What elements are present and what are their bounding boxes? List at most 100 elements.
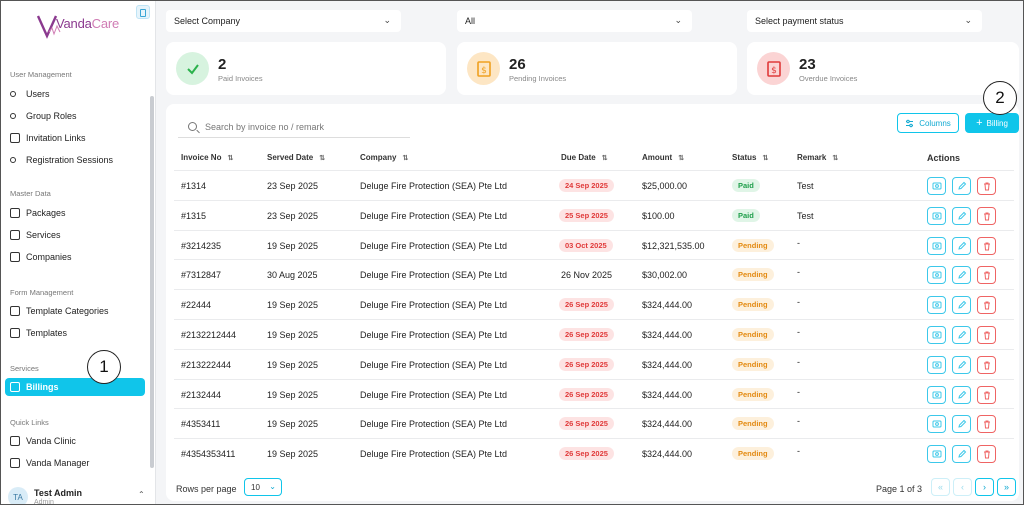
overdue-invoices-card: $ 23 Overdue Invoices: [747, 42, 1019, 95]
edit-icon[interactable]: [952, 236, 971, 255]
sort-icon[interactable]: ⇅: [227, 155, 234, 162]
view-icon[interactable]: [927, 177, 946, 195]
delete-icon[interactable]: [977, 326, 996, 344]
sort-icon[interactable]: ⇅: [402, 155, 409, 162]
sidebar-item-vanda-manager[interactable]: Vanda Manager: [5, 454, 145, 472]
column-header-status[interactable]: Status ⇅: [732, 153, 768, 162]
sidebar-item-users[interactable]: Users: [5, 85, 145, 103]
delete-icon[interactable]: [977, 177, 996, 195]
sidebar-item-invitation-links[interactable]: Invitation Links: [5, 129, 145, 147]
sidebar-section-label: Master Data: [10, 189, 51, 198]
sidebar-item-companies[interactable]: Companies: [5, 248, 145, 266]
sidebar-scrollbar[interactable]: [150, 96, 154, 468]
company-cell: Deluge Fire Protection (SEA) Pte Ltd: [360, 330, 508, 340]
delete-icon[interactable]: [977, 385, 996, 404]
edit-icon[interactable]: [952, 415, 971, 434]
company-filter-select[interactable]: Select Company ⌄: [166, 10, 401, 32]
table-row[interactable]: #4354353411 19 Sep 2025 Deluge Fire Protec…: [174, 438, 1014, 468]
add-billing-button[interactable]: + Billing: [965, 113, 1019, 133]
due-date-badge: 26 Sep 2025: [559, 387, 614, 401]
delete-icon[interactable]: [977, 206, 996, 225]
table-row[interactable]: #22444 19 Sep 2025 Deluge Fire Protection …: [174, 289, 1014, 319]
sort-icon[interactable]: ⇅: [832, 155, 839, 162]
pending-invoices-card: $ 26 Pending Invoices: [457, 42, 737, 95]
status-badge: Paid: [732, 208, 760, 222]
columns-button[interactable]: Columns: [897, 113, 959, 133]
invoice-no-cell: #4353411: [181, 419, 221, 430]
table-row[interactable]: #3214235 19 Sep 2025 Deluge Fire Protectio…: [174, 229, 1014, 260]
table-row[interactable]: #1314 23 Sep 2025 Deluge Fire Protection (…: [174, 170, 1014, 200]
view-icon[interactable]: [927, 445, 946, 464]
table-row[interactable]: #7312847 30 Aug 2025 Deluge Fire Protectio…: [174, 259, 1014, 289]
status-filter-select[interactable]: All ⌄: [457, 10, 692, 32]
sidebar-item-label: Users: [26, 89, 50, 99]
chevron-down-icon: ⌄: [674, 15, 682, 25]
column-header-label: Status: [732, 153, 757, 162]
sidebar-item-billings[interactable]: Billings: [5, 378, 145, 396]
edit-icon[interactable]: [952, 206, 971, 225]
sidebar-item-packages[interactable]: Packages: [5, 204, 145, 222]
sort-icon[interactable]: ⇅: [762, 155, 769, 162]
view-icon[interactable]: [927, 206, 946, 225]
view-icon[interactable]: [927, 385, 946, 404]
delete-icon[interactable]: [977, 266, 996, 285]
sidebar-item-template-categories[interactable]: Template Categories: [5, 302, 145, 320]
column-header-due-date[interactable]: Due Date ⇅: [561, 153, 608, 162]
delete-icon[interactable]: [977, 236, 996, 255]
view-icon[interactable]: [927, 415, 946, 434]
next-page-icon[interactable]: ›: [975, 478, 994, 496]
last-page-icon[interactable]: »: [997, 478, 1016, 496]
sort-icon[interactable]: ⇅: [601, 155, 608, 162]
delete-icon[interactable]: [977, 415, 996, 434]
column-header-served-date[interactable]: Served Date ⇅: [267, 153, 325, 162]
view-icon[interactable]: [927, 236, 946, 255]
sort-icon[interactable]: ⇅: [678, 155, 685, 162]
sidebar-item-templates[interactable]: Templates: [5, 324, 145, 342]
column-header-remark[interactable]: Remark ⇅: [797, 153, 838, 162]
vandacare-logo[interactable]: VandaCare: [36, 10, 119, 42]
delete-icon[interactable]: [977, 296, 996, 315]
sidebar-toggle-icon[interactable]: [136, 5, 150, 19]
view-icon[interactable]: [927, 326, 946, 344]
sidebar-item-registration-sessions[interactable]: Registration Sessions: [5, 151, 145, 169]
sidebar-item-label: Services: [26, 230, 61, 240]
sidebar-item-vanda-clinic[interactable]: Vanda Clinic: [5, 432, 145, 450]
view-icon[interactable]: [927, 355, 946, 374]
table-row[interactable]: #213222444 19 Sep 2025 Deluge Fire Protect…: [174, 348, 1014, 379]
table-row[interactable]: #1315 23 Sep 2025 Deluge Fire Protection (…: [174, 199, 1014, 230]
first-page-icon[interactable]: «: [931, 478, 950, 496]
status-badge: Pending: [732, 268, 774, 282]
status-badge: Pending: [732, 387, 774, 401]
table-row[interactable]: #2132212444 19 Sep 2025 Deluge Fire Protec…: [174, 319, 1014, 349]
edit-icon[interactable]: [952, 177, 971, 195]
edit-icon[interactable]: [952, 445, 971, 464]
rows-per-page-select[interactable]: 10 ⌄: [244, 478, 282, 496]
remark-cell: -: [797, 327, 800, 337]
view-icon[interactable]: [927, 266, 946, 285]
overdue-invoices-label: Overdue Invoices: [799, 74, 858, 83]
company-cell: Deluge Fire Protection (SEA) Pte Ltd: [360, 210, 508, 221]
search-input[interactable]: Search by invoice no / remark: [178, 116, 410, 138]
column-header-company[interactable]: Company ⇅: [360, 153, 408, 162]
view-icon[interactable]: [927, 296, 946, 315]
table-row[interactable]: #4353411 19 Sep 2025 Deluge Fire Protectio…: [174, 408, 1014, 438]
delete-icon[interactable]: [977, 445, 996, 464]
sort-icon[interactable]: ⇅: [319, 155, 326, 162]
sidebar-item-services[interactable]: Services: [5, 226, 145, 244]
column-header-amount[interactable]: Amount ⇅: [642, 153, 684, 162]
prev-page-icon[interactable]: ‹: [953, 478, 972, 496]
billings-icon: [10, 382, 20, 392]
payment-status-select[interactable]: Select payment status ⌄: [747, 10, 982, 32]
table-row[interactable]: #2132444 19 Sep 2025 Deluge Fire Protectio…: [174, 378, 1014, 409]
sidebar-item-group-roles[interactable]: Group Roles: [5, 107, 145, 125]
sidebar-item-label: Packages: [26, 208, 66, 218]
column-header-invoice-no[interactable]: Invoice No ⇅: [181, 153, 233, 162]
edit-icon[interactable]: [952, 296, 971, 315]
edit-icon[interactable]: [952, 385, 971, 404]
edit-icon[interactable]: [952, 355, 971, 374]
edit-icon[interactable]: [952, 326, 971, 344]
packages-icon: [10, 208, 20, 218]
delete-icon[interactable]: [977, 355, 996, 374]
user-profile[interactable]: TA Test Admin Admin ⌃: [8, 486, 150, 505]
edit-icon[interactable]: [952, 266, 971, 285]
